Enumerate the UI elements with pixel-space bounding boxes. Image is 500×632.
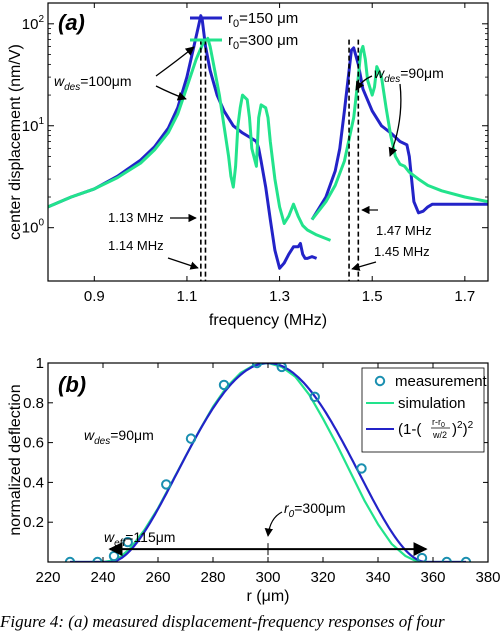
legend-label-measurement: measurement — [395, 373, 488, 390]
panel-a: 0.9 1.1 1.3 1.5 1.7 100 101 102 (a) frequency … — [7, 2, 489, 329]
annotation-wdes-90: wdes=90μm — [374, 65, 444, 85]
svg-text:w/2: w/2 — [432, 430, 447, 440]
x-tick-label: 340 — [365, 569, 390, 586]
x-tick-label: 280 — [200, 569, 225, 586]
y-tick-label: 101 — [22, 116, 45, 135]
legend-label-r0-300: r0=300 μm — [228, 32, 298, 52]
panel-a-dashed-markers — [200, 39, 360, 281]
panel-b-legend: measurement simulation (1-( r-r0 w/2 )2)… — [361, 367, 488, 453]
measurement-point — [309, 391, 320, 403]
measurement-point — [185, 433, 197, 444]
legend-label-simulation: simulation — [398, 395, 466, 412]
panel-b-y-ticks: 0.2 0.4 0.6 0.8 1 — [23, 355, 488, 531]
x-tick-label: 1.5 — [362, 288, 383, 305]
series-line-r0-300-seg-1 — [310, 44, 488, 221]
panel-b: 220 240 260 280 300 320 340 360 380 0.2 0.4 0.6 0.8… — [7, 355, 500, 605]
measurement-point — [108, 550, 120, 562]
x-tick-label: 360 — [420, 569, 445, 586]
panel-b-y-axis-title: normalized deflection — [7, 384, 24, 535]
measurement-point — [251, 363, 263, 369]
measurement-point — [276, 363, 287, 373]
annotation-wdes-100: wdes=100μm — [54, 73, 132, 93]
x-tick-label: 1.1 — [177, 288, 198, 305]
arrow-wdes-90-blue — [355, 75, 373, 91]
annotation-r0-300: r0=300μm — [284, 500, 346, 520]
arrow-freq-1-14 — [167, 257, 199, 270]
measurement-point — [161, 479, 172, 490]
x-tick-label: 1.7 — [454, 288, 475, 305]
legend-marker-measurement — [374, 375, 386, 387]
y-tick-label: 0.8 — [23, 395, 44, 412]
x-tick-label: 300 — [255, 569, 280, 586]
panel-a-label: (a) — [58, 10, 85, 35]
arrow-wdes-90-green — [388, 83, 402, 157]
annotation-weff-115: weff=115μm — [104, 529, 175, 549]
panel-a-plot-area — [48, 14, 488, 270]
y-tick-label: 0.4 — [23, 474, 44, 491]
label-freq-1-45: 1.45 MHz — [374, 244, 430, 259]
panel-a-axes-box — [47, 2, 489, 282]
panel-a-x-ticks: 0.9 1.1 1.3 1.5 1.7 — [84, 3, 475, 305]
arrow-r0 — [264, 511, 283, 537]
legend-label-r0-150: r0=150 μm — [228, 10, 298, 30]
y-tick-label: 0.6 — [23, 435, 44, 452]
panel-b-x-ticks: 220 240 260 280 300 320 340 360 380 — [35, 363, 500, 586]
y-tick-label: 0.2 — [23, 514, 44, 531]
y-tick-label: 102 — [22, 14, 45, 33]
svg-text:(1-(: (1-( — [398, 421, 421, 438]
x-tick-label: 0.9 — [84, 288, 105, 305]
figure-caption: Figure 4: (a) measured displacement-freq… — [0, 612, 445, 631]
x-tick-label: 380 — [475, 569, 500, 586]
series-line-r0-300-seg-0 — [48, 36, 332, 242]
panel-b-x-axis-title: r (μm) — [247, 588, 290, 605]
panel-b-label: (b) — [58, 372, 86, 397]
label-freq-1-14: 1.14 MHz — [108, 238, 164, 253]
panel-a-x-axis-title: frequency (MHz) — [209, 312, 327, 329]
annotation-wdes-90-b: wdes=90μm — [84, 427, 154, 447]
series-line-r0-150-seg-0 — [48, 14, 318, 270]
panel-b-legend-box — [361, 367, 485, 453]
label-freq-1-13: 1.13 MHz — [108, 210, 164, 225]
panel-a-y-ticks: 100 101 102 — [22, 14, 488, 237]
y-tick-label: 1 — [36, 355, 44, 372]
y-tick-label: 100 — [22, 218, 45, 237]
measurement-point — [218, 379, 230, 391]
x-tick-label: 260 — [145, 569, 170, 586]
arrow-wdes-100-green — [155, 85, 187, 101]
x-tick-label: 240 — [90, 569, 115, 586]
arrow-wdes-100-blue — [155, 46, 195, 77]
panel-a-legend: r0=150 μm r0=300 μm — [190, 10, 298, 52]
x-tick-label: 1.3 — [269, 288, 290, 305]
x-tick-label: 320 — [310, 569, 335, 586]
measurement-point — [356, 463, 367, 474]
arrow-freq-1-45 — [351, 261, 377, 271]
panel-a-y-axis-title: center displacement (nm/V) — [7, 44, 24, 240]
label-freq-1-47: 1.47 MHz — [376, 223, 432, 238]
x-tick-label: 220 — [35, 569, 60, 586]
